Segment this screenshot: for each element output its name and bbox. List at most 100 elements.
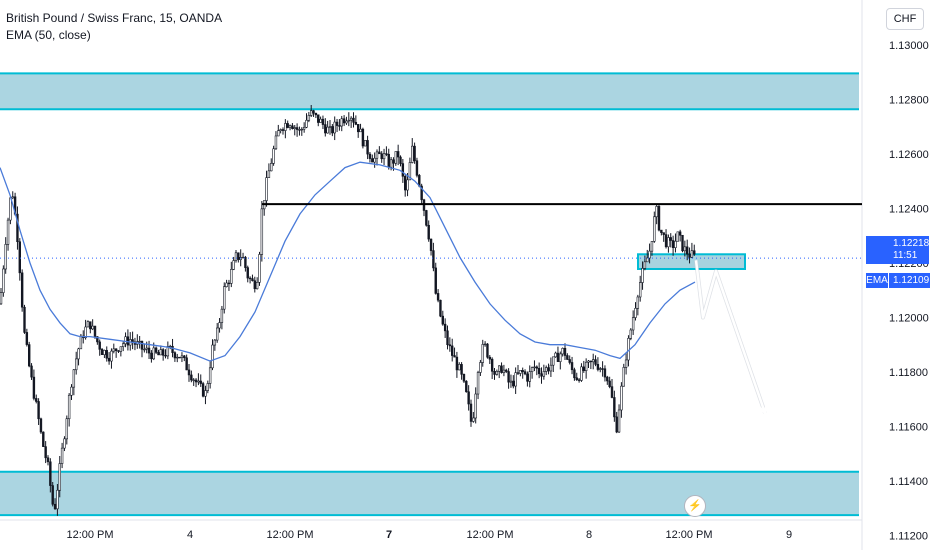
price-axis[interactable]: 1.130001.128001.126001.124001.122001.120… [889,40,929,543]
candle [18,238,21,281]
candle-body [333,121,336,134]
candle [291,123,294,130]
candle [500,362,503,374]
candle-body [49,461,52,486]
time-tick-label: 7 [386,529,392,541]
candle [552,356,555,373]
candle [65,415,69,445]
candle [105,346,108,362]
candle [185,354,188,371]
candle-body [260,208,264,255]
candle-body [455,356,459,371]
candle-body [58,463,61,491]
candle-body [378,151,381,155]
candle [563,343,567,360]
candle-body [166,346,170,357]
candle [591,353,595,370]
candle [378,146,381,155]
time-axis[interactable]: 12:00 PM 4 12:00 PM 7 12:00 PM 8 12:00 PM 9 [66,529,792,541]
candle [660,229,663,236]
candle [63,436,66,452]
time-tick-label: 12:00 PM [266,529,313,541]
candle [302,122,306,133]
candle [133,337,137,351]
candle-body [335,121,339,126]
candle-body [265,177,268,201]
time-tick-label: 9 [786,529,792,541]
candle-body [671,240,675,248]
candle-body [27,344,31,367]
candle [260,201,264,262]
candle-body [507,371,510,383]
candle [606,375,609,385]
candle [6,217,10,251]
candle-body [401,163,405,177]
candle-body [521,370,524,372]
horizontal-levels [0,203,862,259]
candle-body [676,231,680,242]
candle [394,151,397,166]
candle-body [667,237,670,248]
candle [124,332,127,348]
candle-body [406,179,409,191]
candle [270,158,273,172]
candle-body [678,231,682,236]
candle [434,262,437,295]
candle [201,381,205,398]
price-zones [0,72,859,517]
candle-body [516,372,520,374]
lightning-icon[interactable]: ⚡ [684,495,706,517]
candle [375,149,379,166]
candle-body [204,390,207,397]
candle-body [448,344,452,347]
ema-polyline [0,161,696,362]
candle-body [472,417,475,422]
candle [349,116,353,128]
candle [197,373,200,386]
candle-body [51,485,54,505]
candle [526,371,529,387]
candle [636,294,640,316]
candle [599,367,602,373]
candle-body [356,124,360,133]
candle [542,364,546,380]
candle [646,249,649,263]
candle-body [436,293,440,301]
candle [476,370,480,400]
candle [481,339,484,367]
candle [192,378,195,386]
candle-body [16,213,19,243]
candle-body [96,336,99,343]
candle [176,353,179,363]
candle [72,369,76,396]
candle [46,455,50,466]
candle [300,127,303,136]
chart-legend: British Pound / Swiss Franc, 15, OANDA E… [6,10,222,44]
candle-body [629,329,633,339]
candle-body [213,339,217,346]
currency-button[interactable]: CHF [886,8,924,30]
candle [502,364,506,377]
candle-body [573,369,576,379]
candle [131,331,134,350]
candle-body [197,380,200,383]
indicator-title[interactable]: EMA (50, close) [6,28,91,42]
candle-body [211,344,214,369]
candle-body [150,352,153,360]
candle-body [216,327,219,341]
candle-body [653,216,656,242]
candle-body [232,260,235,270]
ema-label-value: 1.12109 [893,275,930,286]
candle [528,365,531,388]
time-tick-label: 12:00 PM [66,529,113,541]
candle [380,151,383,163]
symbol-title[interactable]: British Pound / Swiss Franc, 15, OANDA [6,11,223,25]
candle [112,343,116,354]
candle [523,369,527,376]
candle-body [30,365,33,378]
candle [455,351,459,378]
candle [223,282,226,314]
candle-body [476,372,480,395]
candle [293,124,296,136]
